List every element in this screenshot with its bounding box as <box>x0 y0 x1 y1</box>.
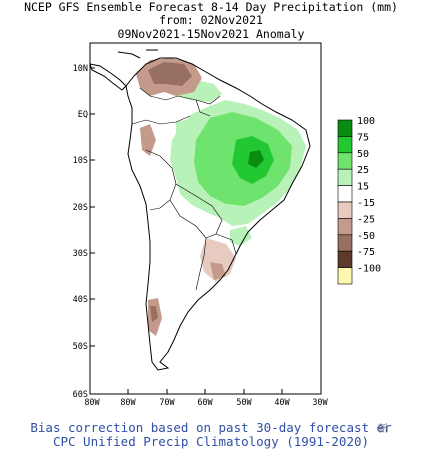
footer-note-climatology: CPC Unified Precip Climatology (1991-202… <box>52 434 370 449</box>
legend-swatch <box>337 234 353 252</box>
legend-label: 15 <box>357 182 369 193</box>
legend-swatch <box>337 168 353 186</box>
lon-label: 80W <box>120 398 136 408</box>
central-america <box>89 63 127 91</box>
south-america-coastline <box>125 57 311 371</box>
anomaly-shading <box>136 58 306 336</box>
dry-anomaly-peru <box>140 124 156 156</box>
legend-label: 50 <box>357 149 369 160</box>
legend-label: 75 <box>357 132 369 143</box>
color-legend: 100 75 50 25 15 -15 -25 -50 -75 -100 <box>337 116 381 285</box>
lat-label: 40S <box>73 295 88 305</box>
coastlines <box>89 49 311 371</box>
dry-anomaly-north-core <box>148 62 192 86</box>
longitude-labels: 80W 80W 70W 60W 50W 40W 30W <box>84 398 328 408</box>
legend-label: 25 <box>357 165 369 176</box>
lon-label: 50W <box>236 398 252 408</box>
lat-label: EQ <box>78 110 88 120</box>
legend-swatch <box>337 119 353 137</box>
legend-label: -100 <box>357 264 381 275</box>
chart-title-line-1: NCEP GFS Ensemble Forecast 8-14 Day Prec… <box>24 0 398 14</box>
country-borders <box>131 87 237 291</box>
lon-label: 40W <box>274 398 290 408</box>
legend-swatch <box>337 201 353 219</box>
lon-label: 30W <box>312 398 328 408</box>
chart-title-line-3: 09Nov2021-15Nov2021 Anomaly <box>117 27 305 41</box>
dry-anomaly-south-east-core <box>210 262 226 280</box>
legend-swatch <box>337 267 353 285</box>
legend-label: -25 <box>357 214 375 225</box>
lat-label: 30S <box>73 249 88 259</box>
legend-label: -15 <box>357 198 375 209</box>
lon-label: 70W <box>159 398 175 408</box>
watermark-logo: 新 <box>378 424 388 435</box>
wet-anomaly-peak <box>248 150 264 168</box>
lon-label: 60W <box>197 398 213 408</box>
footer-note-bias: Bias correction based on past 30-day for… <box>30 420 392 435</box>
legend-label: 100 <box>357 116 375 127</box>
legend-swatch <box>337 136 353 154</box>
chart-title-line-2: from: 02Nov2021 <box>159 13 263 27</box>
legend-swatch <box>337 218 353 236</box>
wet-anomaly-southeast <box>230 226 252 246</box>
legend-swatch <box>337 250 353 268</box>
lat-label: 10N <box>73 64 88 74</box>
lat-label: 10S <box>73 156 88 166</box>
legend-swatch <box>337 185 353 203</box>
legend-label: -75 <box>357 247 375 258</box>
lon-label: 80W <box>84 398 100 408</box>
lat-label: 20S <box>73 203 88 213</box>
wet-anomaly-west <box>176 118 198 140</box>
dry-anomaly-chile-core <box>150 306 158 322</box>
latitude-labels: 10N EQ 10S 20S 30S 40S 50S 60S <box>73 64 88 400</box>
caribbean-islands <box>117 49 158 59</box>
legend-label: -50 <box>357 231 375 242</box>
axis-ticks <box>90 67 283 394</box>
lat-label: 50S <box>73 342 88 352</box>
legend-swatch <box>337 152 353 170</box>
lat-label: 60S <box>73 390 88 400</box>
